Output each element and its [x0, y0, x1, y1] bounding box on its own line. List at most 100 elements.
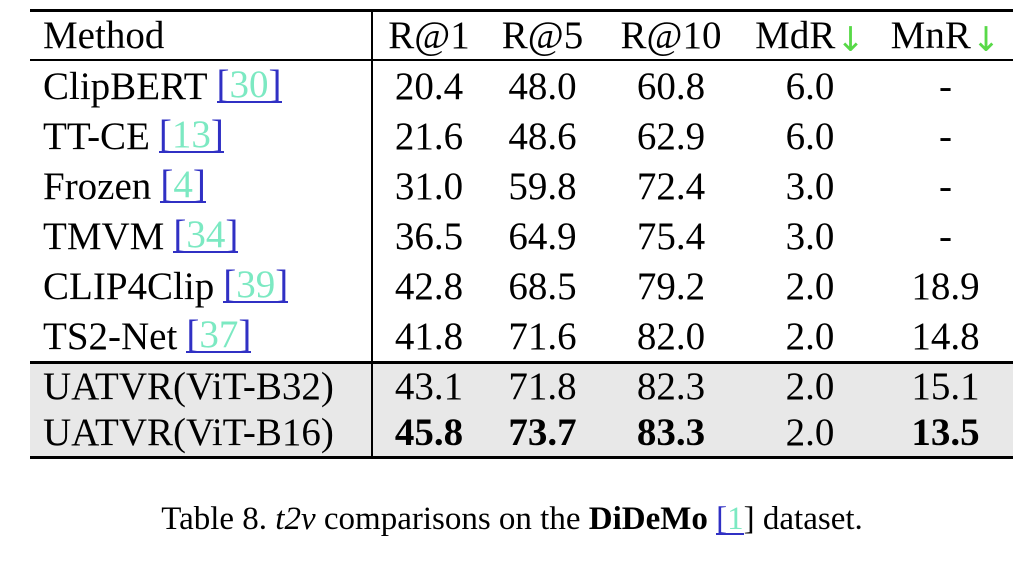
- method-name: TT-CE: [43, 114, 150, 158]
- method-name: TS2-Net: [43, 314, 178, 358]
- value-cell: 6.0: [785, 114, 835, 158]
- value-cell: 3.0: [785, 214, 835, 258]
- method-name: UATVR(ViT-B16): [43, 410, 334, 454]
- col-header-label: R@5: [501, 14, 584, 57]
- value-cell: -: [939, 64, 952, 108]
- table-row-ts2-net: TS2-Net [37] 41.8 71.6 82.0 2.0 14.8: [30, 311, 1013, 361]
- citation-link[interactable]: [34]: [173, 215, 239, 254]
- method-name: UATVR(ViT-B32): [43, 364, 334, 408]
- citation-number: 13: [171, 113, 211, 157]
- value-cell: 18.9: [911, 264, 980, 308]
- value-cell: 20.4: [371, 61, 485, 111]
- col-header-label: R@10: [620, 14, 722, 57]
- citation-close-bracket: ]: [192, 163, 206, 207]
- value-cell: -: [939, 114, 952, 158]
- citation-link[interactable]: [30]: [216, 65, 282, 104]
- citation-open-bracket: [: [186, 313, 200, 357]
- method-cell: TT-CE [13]: [30, 111, 371, 161]
- value-cell: 83.3: [636, 410, 706, 454]
- table-row-tmvm: TMVM [34] 36.5 64.9 75.4 3.0-: [30, 211, 1013, 261]
- method-cell: TMVM [34]: [30, 211, 371, 261]
- table-body: ClipBERT [30] 20.4 48.0 60.8 6.0- TT-CE [13] 21.…: [30, 61, 1013, 456]
- citation-number: 34: [186, 213, 226, 257]
- col-header-mnr: MnR ↓: [878, 12, 1013, 59]
- col-header-label: MnR: [890, 14, 971, 57]
- citation-number: 30: [229, 63, 269, 107]
- citation-link[interactable]: [4]: [160, 165, 206, 204]
- value-cell: 64.9: [508, 214, 577, 258]
- value-cell: 42.8: [371, 261, 485, 311]
- citation-close-bracket: ]: [268, 63, 282, 107]
- table-row-tt-ce: TT-CE [13] 21.6 48.6 62.9 6.0-: [30, 111, 1013, 161]
- value-cell: 15.1: [911, 364, 980, 408]
- method-name: ClipBERT: [43, 64, 208, 108]
- citation-open-bracket: [: [223, 263, 237, 307]
- col-header-r-5: R@5: [485, 12, 600, 59]
- value-cell: 21.6: [371, 111, 485, 161]
- method-cell: UATVR(ViT-B32): [30, 364, 371, 409]
- citation-open-bracket: [: [716, 501, 728, 537]
- table-row-clip4clip: CLIP4Clip [39] 42.8 68.5 79.2 2.0 18.9: [30, 261, 1013, 311]
- value-cell: 45.8: [371, 408, 485, 456]
- value-cell: 2.0: [785, 264, 835, 308]
- value-cell: 31.0: [371, 161, 485, 211]
- value-cell: 71.6: [508, 314, 577, 358]
- col-header-r-1: R@1: [371, 12, 485, 59]
- value-cell: 71.8: [508, 364, 577, 408]
- citation-link[interactable]: [37]: [186, 315, 252, 354]
- caption-label: Table 8.: [161, 501, 268, 537]
- citation-number: 37: [199, 313, 239, 357]
- citation-number: 1: [727, 501, 744, 537]
- method-cell: Frozen [4]: [30, 161, 371, 211]
- table-header-row: Method R@1 R@5 R@10 MdR ↓ MnR ↓: [30, 12, 1013, 61]
- method-cell: CLIP4Clip [39]: [30, 261, 371, 311]
- value-cell: 43.1: [371, 364, 485, 409]
- value-cell: 2.0: [785, 314, 835, 358]
- results-table: Method R@1 R@5 R@10 MdR ↓ MnR ↓ ClipBERT [30] 20.…: [30, 9, 1013, 459]
- value-cell: 72.4: [636, 164, 706, 208]
- method-name: CLIP4Clip: [43, 264, 215, 308]
- citation-number: 4: [173, 163, 193, 207]
- citation-link-didemo[interactable]: [1]: [716, 501, 755, 537]
- value-cell: 6.0: [785, 64, 835, 108]
- value-cell: 41.8: [371, 311, 485, 361]
- citation-link[interactable]: [13]: [158, 115, 224, 154]
- col-header-label: MdR: [755, 14, 836, 57]
- value-cell: 36.5: [371, 211, 485, 261]
- citation-close-bracket: ]: [275, 263, 289, 307]
- col-header-r-10: R@10: [600, 12, 742, 59]
- down-arrow-icon: ↓: [971, 19, 1001, 60]
- caption-term-t2v: t2v: [275, 501, 316, 537]
- value-cell: 68.5: [508, 264, 577, 308]
- value-cell: 48.0: [508, 64, 577, 108]
- value-cell: 59.8: [508, 164, 577, 208]
- table-row-clipbert: ClipBERT [30] 20.4 48.0 60.8 6.0 -: [30, 61, 1013, 111]
- value-cell: 60.8: [636, 64, 706, 108]
- citation-link[interactable]: [39]: [223, 265, 289, 304]
- value-cell: 14.8: [911, 314, 980, 358]
- down-arrow-icon: ↓: [836, 19, 865, 60]
- caption-dataset-name: DiDeMo: [588, 501, 708, 537]
- value-cell: 82.0: [636, 314, 706, 358]
- caption-middle-text: comparisons on the: [323, 501, 581, 537]
- citation-close-bracket: ]: [238, 313, 252, 357]
- value-cell: 2.0: [785, 364, 835, 408]
- citation-open-bracket: [: [216, 63, 230, 107]
- citation-underlined-part: [1: [716, 503, 744, 536]
- citation-open-bracket: [: [160, 163, 174, 207]
- value-cell: 62.9: [636, 114, 706, 158]
- value-cell: 13.5: [911, 410, 980, 454]
- citation-number: 39: [236, 263, 276, 307]
- col-header-label: Method: [43, 14, 165, 57]
- value-cell: 79.2: [636, 264, 706, 308]
- col-header-label: R@1: [388, 14, 470, 57]
- table-row-frozen: Frozen [4] 31.0 59.8 72.4 3.0-: [30, 161, 1013, 211]
- value-cell: 2.0: [785, 410, 835, 454]
- citation-close-bracket: ]: [210, 113, 224, 157]
- value-cell: -: [939, 164, 952, 208]
- col-header-method: Method: [30, 12, 371, 59]
- value-cell: -: [939, 214, 952, 258]
- value-cell: 48.6: [508, 114, 577, 158]
- citation-open-bracket: [: [173, 213, 187, 257]
